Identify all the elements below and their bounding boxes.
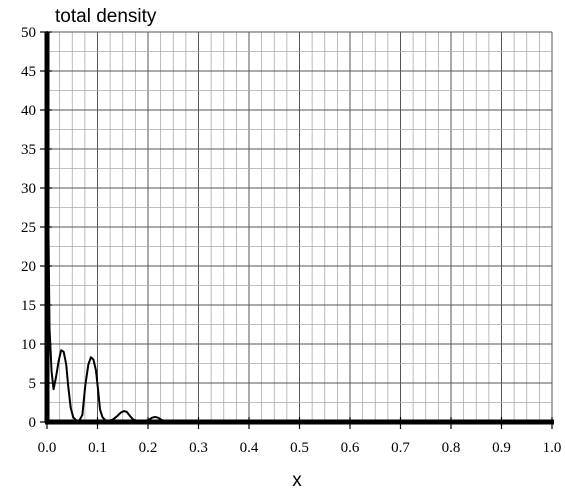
series	[46, 31, 553, 423]
y-tick-label: 5	[29, 376, 37, 392]
x-tick-label: 0.6	[341, 440, 360, 456]
x-tick-label: 0.8	[442, 440, 461, 456]
axes	[40, 31, 554, 429]
x-tick-label: 0.9	[492, 440, 511, 456]
y-tick-label: 40	[21, 103, 36, 119]
density-curve	[46, 31, 553, 423]
y-tick-label: 0	[29, 415, 37, 431]
y-tick-label: 30	[21, 181, 36, 197]
y-tick-label: 35	[21, 142, 36, 158]
y-tick-label: 25	[21, 220, 36, 236]
y-tick-label: 50	[21, 25, 36, 41]
x-tick-label: 0.0	[38, 440, 57, 456]
x-tick-label: 0.5	[290, 440, 309, 456]
labels: total density x 0.0 0.1 0.2 0.3 0.4 0.5 0.6 0.7…	[21, 6, 561, 491]
x-axis-label: x	[292, 470, 302, 491]
y-tick-label: 10	[21, 337, 36, 353]
y-tick-label: 20	[21, 259, 36, 275]
y-tick-label: 45	[21, 64, 36, 80]
x-tick-label: 0.3	[189, 440, 208, 456]
x-tick-label: 0.7	[391, 440, 410, 456]
grid	[46, 31, 553, 423]
x-tick-label: 0.2	[139, 440, 158, 456]
x-tick-label: 1.0	[543, 440, 562, 456]
y-tick-label: 15	[21, 298, 36, 314]
x-tick-label: 0.1	[88, 440, 107, 456]
x-tick-label: 0.4	[240, 440, 259, 456]
chart-title: total density	[55, 6, 157, 27]
